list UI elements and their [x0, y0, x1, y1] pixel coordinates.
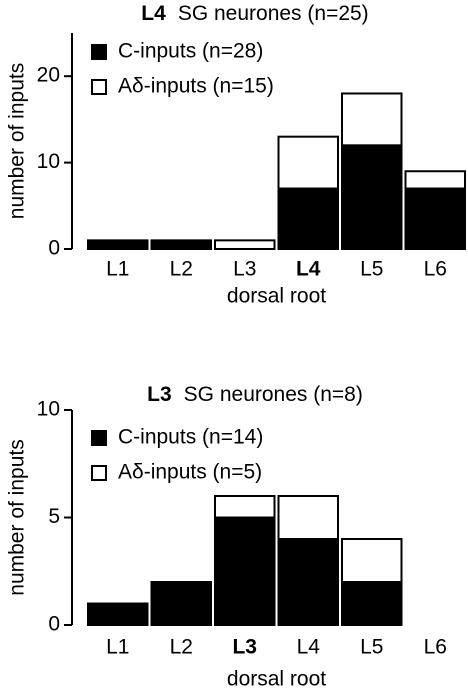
y-axis-label: number of inputs: [6, 439, 29, 595]
bar-segment: [277, 187, 339, 251]
x-tick-label: L3: [232, 636, 257, 659]
x-tick-label: L4: [296, 258, 321, 281]
title-part: SG neurones (n=8): [184, 383, 363, 406]
x-tick-label: L6: [424, 636, 447, 659]
legend-label: Aδ-inputs (n=15): [118, 75, 274, 98]
x-tick-label: L5: [360, 636, 383, 659]
bar-segment: [87, 239, 149, 251]
legend-swatch: [91, 465, 107, 481]
legend-label: C-inputs (n=28): [118, 40, 263, 63]
bar-segment: [341, 92, 403, 147]
chart: L3 SG neurones (n=8) 0 5 10 number of inputs L…: [6, 383, 447, 691]
bar-segment: [214, 495, 276, 519]
bar-segment: [277, 538, 339, 626]
title-part: SG neurones (n=25): [178, 2, 369, 25]
bar-segment: [214, 239, 276, 251]
x-tick-label: L1: [106, 636, 129, 659]
y-tick-label: 10: [37, 150, 60, 173]
legend-swatch: [91, 44, 107, 60]
x-tick-label: L5: [360, 258, 383, 281]
x-tick-label: L6: [424, 258, 447, 281]
bar-segment: [341, 144, 403, 251]
bar-segment: [404, 187, 466, 251]
x-tick-label: L2: [170, 636, 193, 659]
legend-label: Aδ-inputs (n=5): [118, 461, 262, 484]
bar-segment: [341, 538, 403, 583]
legend-swatch: [91, 430, 107, 446]
legend-swatch: [91, 79, 107, 95]
x-axis-label: dorsal root: [227, 668, 326, 691]
y-tick-label: 0: [48, 237, 60, 260]
x-axis-label: dorsal root: [227, 285, 326, 308]
chart: L4 SG neurones (n=25) 0 10 20 number of input…: [6, 2, 466, 308]
chart-title: L4 SG neurones (n=25): [141, 2, 368, 25]
legend-label: C-inputs (n=14): [118, 426, 263, 449]
bar-segment: [150, 239, 212, 251]
y-tick-label: 5: [48, 505, 60, 528]
bar-segment: [341, 581, 403, 626]
title-part: L4: [141, 2, 166, 25]
y-axis-label: number of inputs: [6, 63, 29, 219]
y-tick-label: 10: [37, 398, 60, 421]
y-tick-label: 0: [48, 613, 60, 636]
bar-segment: [150, 581, 212, 626]
bar-segment: [277, 135, 339, 190]
chart-title: L3 SG neurones (n=8): [147, 383, 363, 406]
x-tick-label: L2: [170, 258, 193, 281]
bar-segment: [404, 170, 466, 190]
x-tick-label: L4: [297, 636, 321, 659]
title-part: L3: [147, 383, 172, 406]
x-tick-label: L3: [233, 258, 256, 281]
x-tick-label: L1: [106, 258, 129, 281]
bar-segment: [277, 495, 339, 540]
bar-segment: [87, 602, 149, 626]
y-tick-label: 20: [37, 64, 60, 87]
bar-segment: [214, 516, 276, 626]
